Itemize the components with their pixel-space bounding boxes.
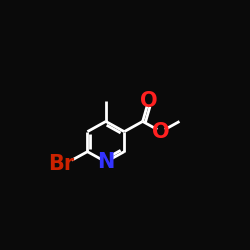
Text: O: O [140, 91, 157, 111]
Text: O: O [152, 122, 170, 142]
Text: Br: Br [48, 154, 75, 174]
Text: N: N [97, 152, 114, 172]
